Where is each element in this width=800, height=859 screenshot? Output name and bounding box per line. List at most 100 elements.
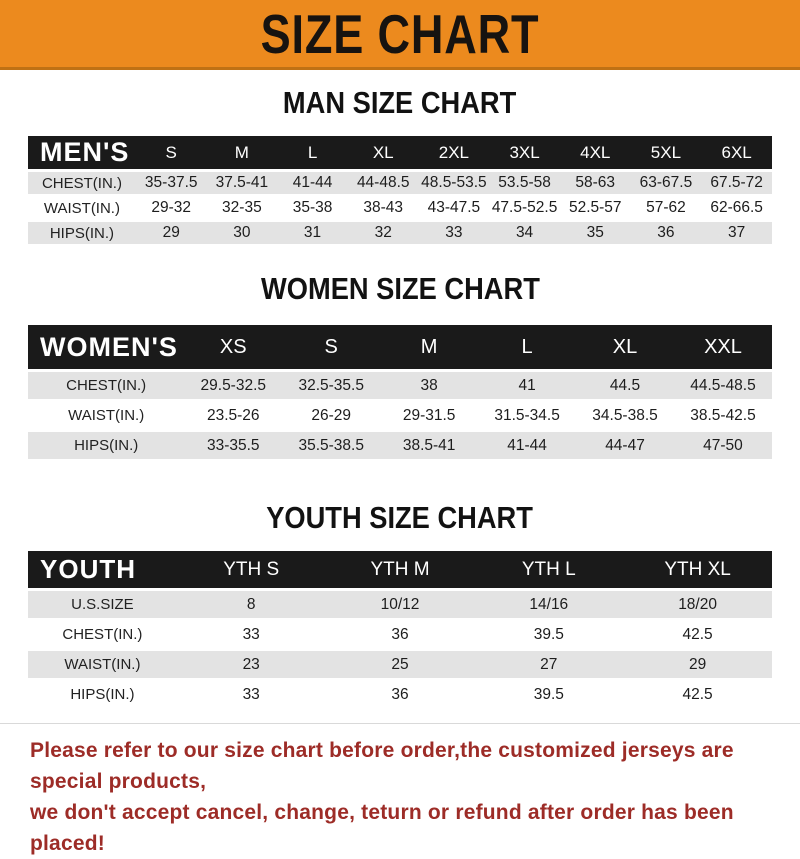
men-chest-row: CHEST(IN.) 35-37.5 37.5-41 41-44 44-48.5… xyxy=(28,172,772,194)
size-value: 18/20 xyxy=(623,591,772,618)
size-value: 44-48.5 xyxy=(347,172,419,194)
men-col-header: 5XL xyxy=(630,136,702,169)
size-value: 39.5 xyxy=(474,681,624,708)
size-value: 58-63 xyxy=(559,172,631,194)
women-col-header: XS xyxy=(184,325,283,369)
size-value: 35-37.5 xyxy=(135,172,207,194)
row-label: HIPS(IN.) xyxy=(28,681,177,708)
size-value: 53.5-58 xyxy=(489,172,560,194)
men-table-title: MEN'S xyxy=(28,136,136,169)
size-value: 30 xyxy=(206,222,278,244)
size-value: 38.5-41 xyxy=(380,432,479,459)
size-value: 35 xyxy=(559,222,631,244)
size-value: 29 xyxy=(135,222,207,244)
size-value: 33 xyxy=(176,681,326,708)
size-value: 41-44 xyxy=(478,432,577,459)
size-value: 62-66.5 xyxy=(701,197,772,219)
size-value: 39.5 xyxy=(474,621,624,648)
size-value: 27 xyxy=(474,651,624,678)
disclaimer-line-2: we don't accept cancel, change, teturn o… xyxy=(30,801,734,855)
youth-section-heading: YOUTH SIZE CHART xyxy=(0,500,800,536)
size-value: 29.5-32.5 xyxy=(184,372,283,399)
men-col-header: 6XL xyxy=(701,136,772,169)
women-waist-row: WAIST(IN.) 23.5-26 26-29 29-31.5 31.5-34… xyxy=(28,402,772,429)
size-value: 32.5-35.5 xyxy=(282,372,381,399)
size-value: 36 xyxy=(325,681,475,708)
youth-hips-row: HIPS(IN.) 33 36 39.5 42.5 xyxy=(28,681,772,708)
men-col-header: 4XL xyxy=(559,136,631,169)
size-value: 52.5-57 xyxy=(559,197,631,219)
size-value: 57-62 xyxy=(630,197,702,219)
men-col-header: XL xyxy=(347,136,419,169)
man-section-heading-text: MAN SIZE CHART xyxy=(283,85,517,120)
disclaimer-line-1: Please refer to our size chart before or… xyxy=(30,739,734,793)
size-value: 10/12 xyxy=(325,591,475,618)
size-value: 38 xyxy=(380,372,479,399)
size-value: 29 xyxy=(623,651,772,678)
size-value: 42.5 xyxy=(623,681,772,708)
size-value: 8 xyxy=(176,591,326,618)
size-value: 41-44 xyxy=(277,172,348,194)
women-section-heading: WOMEN SIZE CHART xyxy=(0,271,800,307)
size-value: 35-38 xyxy=(277,197,348,219)
row-label: WAIST(IN.) xyxy=(28,402,185,429)
row-label: CHEST(IN.) xyxy=(28,372,185,399)
size-value: 23 xyxy=(176,651,326,678)
size-value: 44-47 xyxy=(576,432,674,459)
row-label: HIPS(IN.) xyxy=(28,222,136,244)
youth-col-header: YTH S xyxy=(176,551,326,588)
youth-col-header: YTH L xyxy=(474,551,624,588)
size-value: 44.5-48.5 xyxy=(673,372,772,399)
size-value: 33-35.5 xyxy=(184,432,283,459)
size-value: 36 xyxy=(630,222,702,244)
women-size-table: WOMEN'S XS S M L XL XXL CHEST(IN.) 29.5-… xyxy=(28,322,772,462)
size-value: 48.5-53.5 xyxy=(418,172,490,194)
women-col-header: M xyxy=(380,325,479,369)
men-col-header: M xyxy=(206,136,278,169)
size-value: 43-47.5 xyxy=(418,197,490,219)
row-label: CHEST(IN.) xyxy=(28,621,177,648)
size-value: 63-67.5 xyxy=(630,172,702,194)
size-value: 34 xyxy=(489,222,560,244)
size-value: 38-43 xyxy=(347,197,419,219)
men-waist-row: WAIST(IN.) 29-32 32-35 35-38 38-43 43-47… xyxy=(28,197,772,219)
men-col-header: 3XL xyxy=(489,136,560,169)
men-col-header: L xyxy=(277,136,348,169)
size-value: 14/16 xyxy=(474,591,624,618)
size-value: 36 xyxy=(325,621,475,648)
size-value: 25 xyxy=(325,651,475,678)
youth-waist-row: WAIST(IN.) 23 25 27 29 xyxy=(28,651,772,678)
youth-col-header: YTH XL xyxy=(623,551,772,588)
women-col-header: S xyxy=(282,325,381,369)
row-label: WAIST(IN.) xyxy=(28,197,136,219)
man-section-heading: MAN SIZE CHART xyxy=(0,85,800,121)
youth-table-header-row: YOUTH YTH S YTH M YTH L YTH XL xyxy=(28,551,772,588)
men-col-header: 2XL xyxy=(418,136,490,169)
men-size-table: MEN'S S M L XL 2XL 3XL 4XL 5XL 6XL CHEST… xyxy=(28,133,772,247)
size-value: 42.5 xyxy=(623,621,772,648)
youth-size-table: YOUTH YTH S YTH M YTH L YTH XL U.S.SIZE … xyxy=(28,548,772,711)
size-value: 44.5 xyxy=(576,372,674,399)
youth-col-header: YTH M xyxy=(325,551,475,588)
women-table-header-row: WOMEN'S XS S M L XL XXL xyxy=(28,325,772,369)
row-label: U.S.SIZE xyxy=(28,591,177,618)
youth-ussize-row: U.S.SIZE 8 10/12 14/16 18/20 xyxy=(28,591,772,618)
size-value: 29-32 xyxy=(135,197,207,219)
size-value: 37.5-41 xyxy=(206,172,278,194)
youth-section-heading-text: YOUTH SIZE CHART xyxy=(266,500,534,535)
men-table-header-row: MEN'S S M L XL 2XL 3XL 4XL 5XL 6XL xyxy=(28,136,772,169)
size-value: 32-35 xyxy=(206,197,278,219)
youth-chest-row: CHEST(IN.) 33 36 39.5 42.5 xyxy=(28,621,772,648)
row-label: WAIST(IN.) xyxy=(28,651,177,678)
men-col-header: S xyxy=(135,136,207,169)
size-value: 32 xyxy=(347,222,419,244)
size-value: 41 xyxy=(478,372,577,399)
disclaimer: Please refer to our size chart before or… xyxy=(0,723,800,859)
size-value: 47-50 xyxy=(673,432,772,459)
size-value: 35.5-38.5 xyxy=(282,432,381,459)
women-col-header: L xyxy=(478,325,577,369)
size-value: 37 xyxy=(701,222,772,244)
row-label: HIPS(IN.) xyxy=(28,432,185,459)
women-col-header: XL xyxy=(576,325,674,369)
banner-title: SIZE CHART xyxy=(260,2,540,65)
